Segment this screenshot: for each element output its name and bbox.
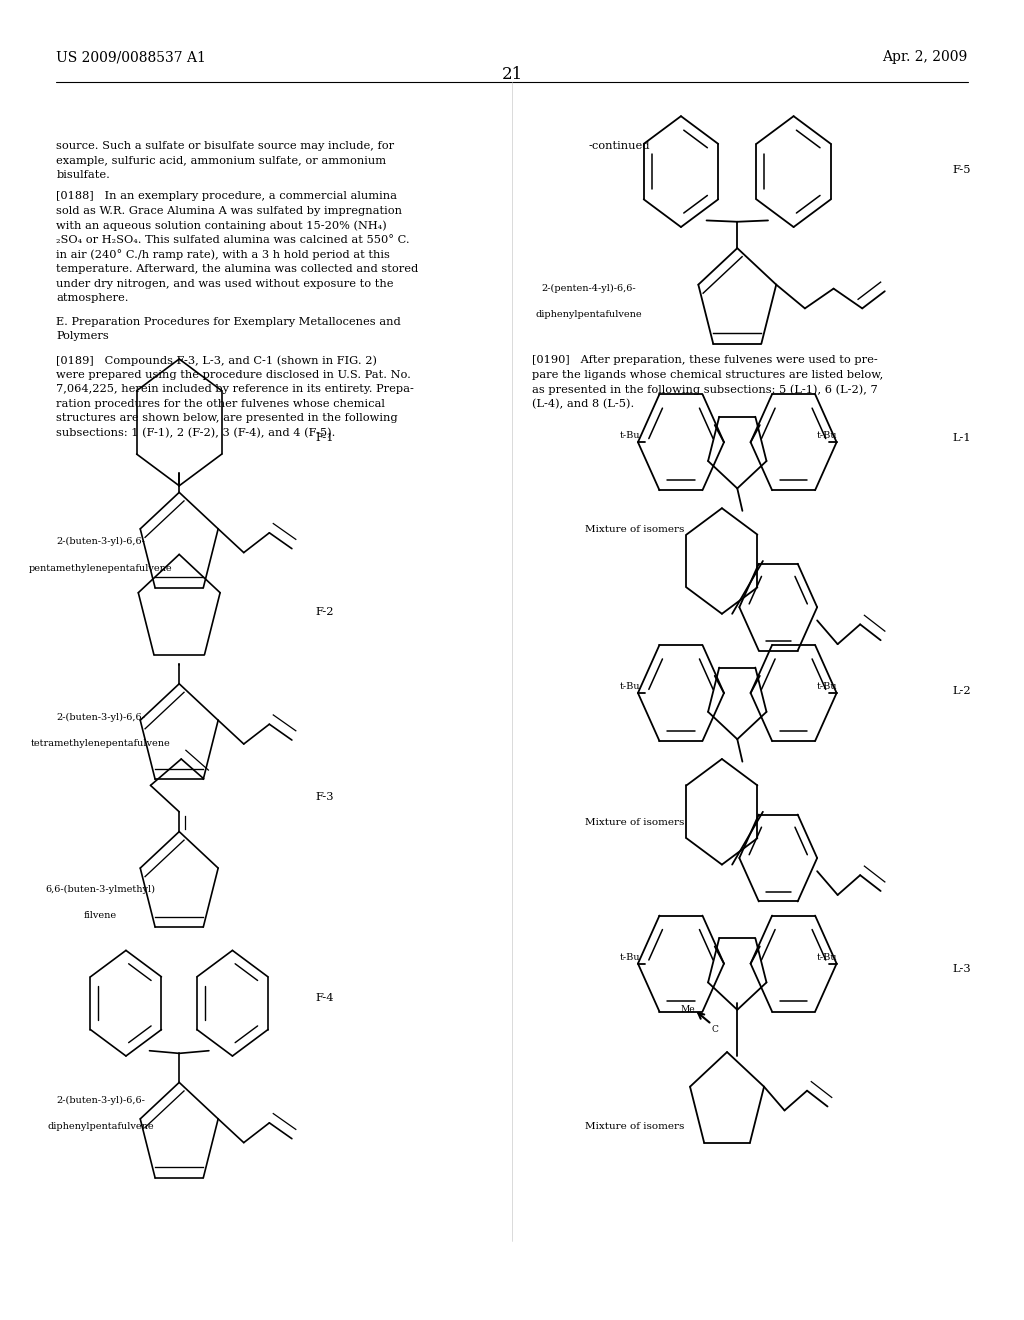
Text: F-2: F-2	[315, 607, 334, 618]
Text: Mixture of isomers: Mixture of isomers	[585, 525, 685, 535]
Text: L-3: L-3	[952, 964, 971, 974]
Text: pentamethylenepentafulvene: pentamethylenepentafulvene	[29, 564, 172, 573]
Text: diphenylpentafulvene: diphenylpentafulvene	[536, 310, 642, 319]
Text: with an aqueous solution containing about 15-20% (NH₄): with an aqueous solution containing abou…	[56, 220, 387, 231]
Text: temperature. Afterward, the alumina was collected and stored: temperature. Afterward, the alumina was …	[56, 264, 419, 275]
Text: C: C	[712, 1026, 719, 1034]
Text: [0188]   In an exemplary procedure, a commercial alumina: [0188] In an exemplary procedure, a comm…	[56, 191, 397, 202]
Text: filvene: filvene	[84, 911, 117, 920]
Text: t-Bu: t-Bu	[817, 953, 838, 961]
Text: 6,6-(buten-3-ylmethyl): 6,6-(buten-3-ylmethyl)	[45, 884, 156, 894]
Text: 2-(penten-4-yl)-6,6-: 2-(penten-4-yl)-6,6-	[542, 284, 636, 293]
Text: F-5: F-5	[952, 165, 971, 176]
Text: -continued: -continued	[589, 141, 650, 152]
Text: t-Bu: t-Bu	[620, 432, 640, 440]
Text: structures are shown below, are presented in the following: structures are shown below, are presente…	[56, 413, 398, 424]
Text: [0190]   After preparation, these fulvenes were used to pre-: [0190] After preparation, these fulvenes…	[532, 355, 879, 366]
Text: bisulfate.: bisulfate.	[56, 170, 111, 181]
Text: 2-(buten-3-yl)-6,6-: 2-(buten-3-yl)-6,6-	[56, 537, 144, 546]
Text: Apr. 2, 2009: Apr. 2, 2009	[883, 50, 968, 65]
Text: subsections: 1 (F-1), 2 (F-2), 3 (F-4), and 4 (F-5).: subsections: 1 (F-1), 2 (F-2), 3 (F-4), …	[56, 428, 336, 438]
Text: Polymers: Polymers	[56, 331, 110, 342]
Text: diphenylpentafulvene: diphenylpentafulvene	[47, 1122, 154, 1131]
Text: [0189]   Compounds F-3, L-3, and C-1 (shown in FIG. 2): [0189] Compounds F-3, L-3, and C-1 (show…	[56, 355, 377, 366]
Text: L-1: L-1	[952, 433, 971, 444]
Text: E. Preparation Procedures for Exemplary Metallocenes and: E. Preparation Procedures for Exemplary …	[56, 317, 401, 327]
Text: atmosphere.: atmosphere.	[56, 293, 129, 304]
Text: ration procedures for the other fulvenes whose chemical: ration procedures for the other fulvenes…	[56, 399, 385, 409]
Text: pare the ligands whose chemical structures are listed below,: pare the ligands whose chemical structur…	[532, 370, 884, 380]
Text: 2-(buten-3-yl)-6,6-: 2-(buten-3-yl)-6,6-	[56, 1096, 144, 1105]
Text: source. Such a sulfate or bisulfate source may include, for: source. Such a sulfate or bisulfate sour…	[56, 141, 394, 152]
Text: Mixture of isomers: Mixture of isomers	[585, 818, 685, 828]
Text: ₂SO₄ or H₂SO₄. This sulfated alumina was calcined at 550° C.: ₂SO₄ or H₂SO₄. This sulfated alumina was…	[56, 235, 410, 246]
Text: t-Bu: t-Bu	[817, 682, 838, 690]
Text: Me: Me	[681, 1006, 695, 1014]
Text: F-4: F-4	[315, 993, 334, 1003]
Text: t-Bu: t-Bu	[817, 432, 838, 440]
Text: 21: 21	[502, 66, 522, 83]
Text: 7,064,225, herein included by reference in its entirety. Prepa-: 7,064,225, herein included by reference …	[56, 384, 414, 395]
Text: (L-4), and 8 (L-5).: (L-4), and 8 (L-5).	[532, 399, 635, 409]
Text: t-Bu: t-Bu	[620, 953, 640, 961]
Text: 2-(buten-3-yl)-6,6-: 2-(buten-3-yl)-6,6-	[56, 713, 144, 722]
Text: sold as W.R. Grace Alumina A was sulfated by impregnation: sold as W.R. Grace Alumina A was sulfate…	[56, 206, 402, 216]
Text: example, sulfuric acid, ammonium sulfate, or ammonium: example, sulfuric acid, ammonium sulfate…	[56, 156, 386, 166]
Text: F-1: F-1	[315, 433, 334, 444]
Text: under dry nitrogen, and was used without exposure to the: under dry nitrogen, and was used without…	[56, 279, 394, 289]
Text: tetramethylenepentafulvene: tetramethylenepentafulvene	[31, 739, 170, 748]
Text: US 2009/0088537 A1: US 2009/0088537 A1	[56, 50, 206, 65]
Text: in air (240° C./h ramp rate), with a 3 h hold period at this: in air (240° C./h ramp rate), with a 3 h…	[56, 249, 390, 260]
Text: Mixture of isomers: Mixture of isomers	[585, 1122, 685, 1131]
Text: were prepared using the procedure disclosed in U.S. Pat. No.: were prepared using the procedure disclo…	[56, 370, 412, 380]
Text: F-3: F-3	[315, 792, 334, 803]
Text: t-Bu: t-Bu	[620, 682, 640, 690]
Text: L-2: L-2	[952, 686, 971, 697]
Text: as presented in the following subsections: 5 (L-1), 6 (L-2), 7: as presented in the following subsection…	[532, 384, 879, 395]
